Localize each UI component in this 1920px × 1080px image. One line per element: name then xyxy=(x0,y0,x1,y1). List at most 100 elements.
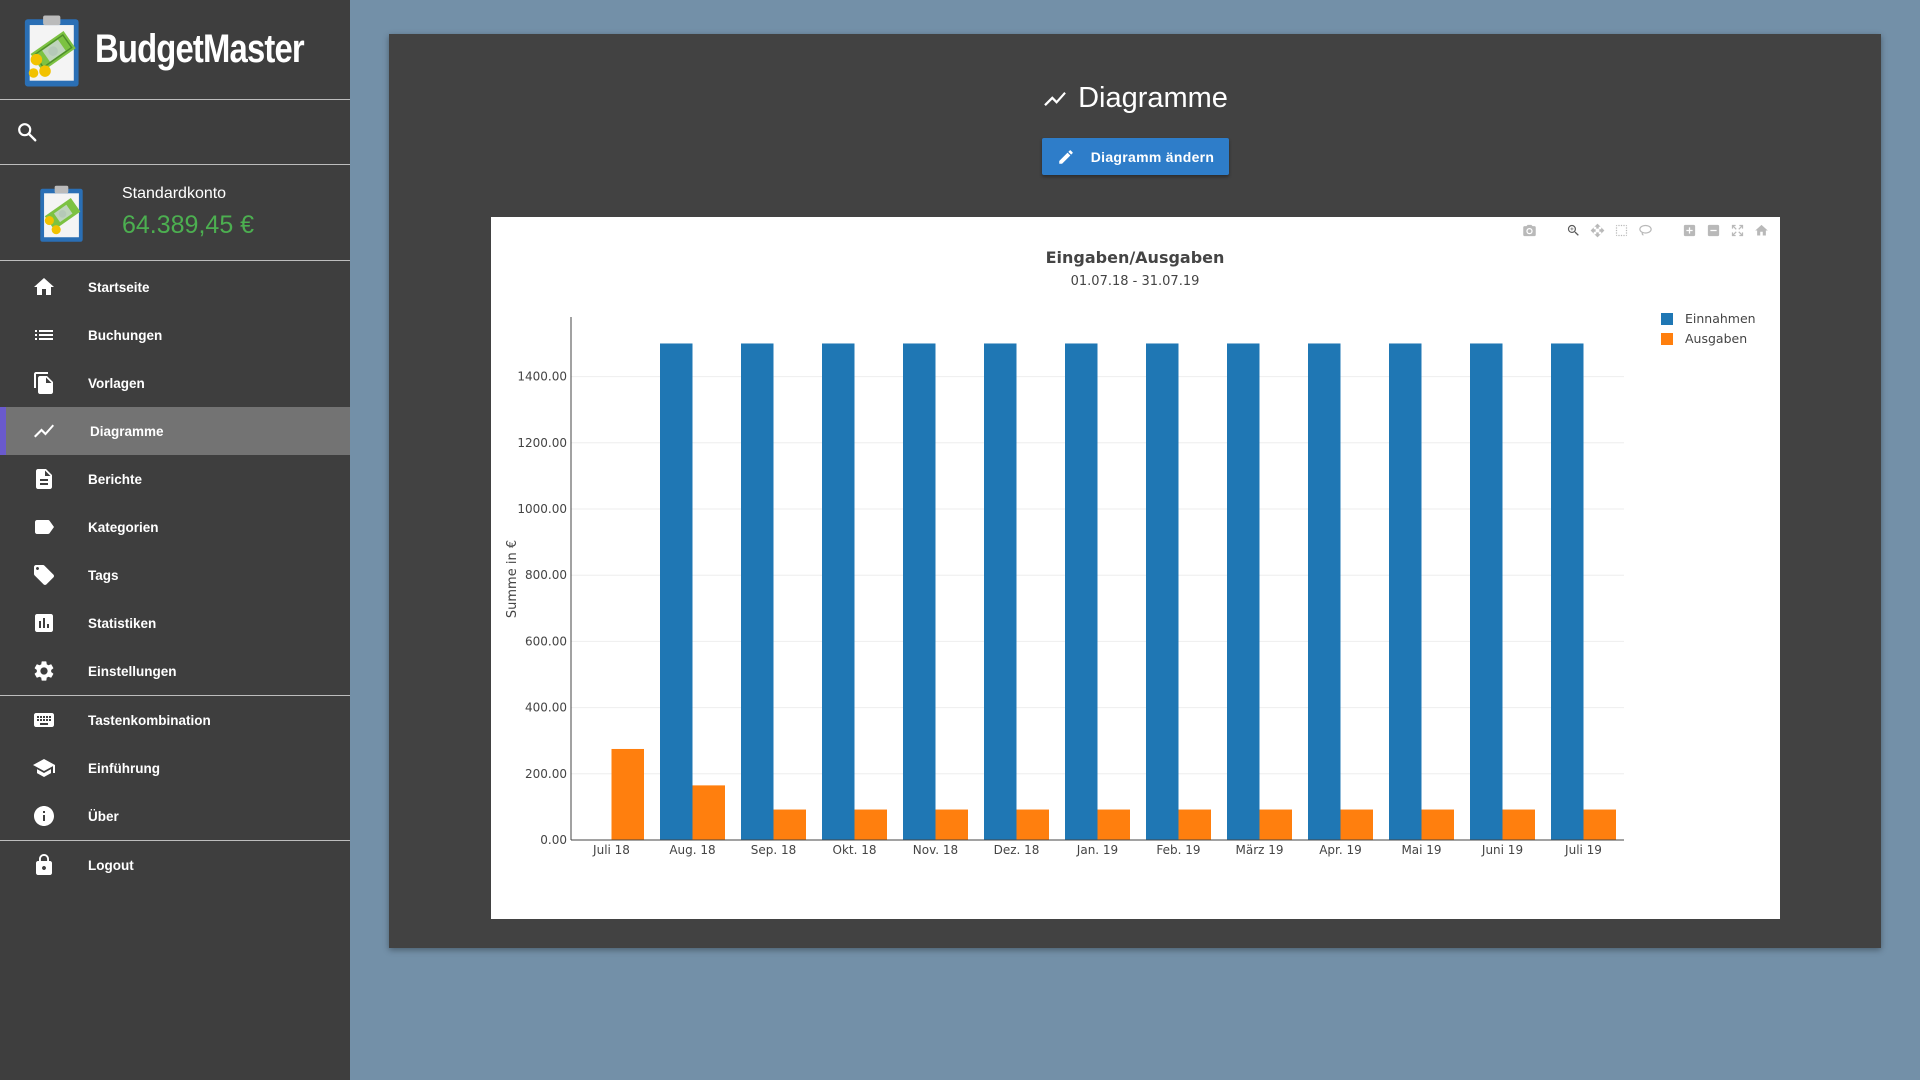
app-logo[interactable]: BudgetMaster xyxy=(0,0,350,100)
legend-label[interactable]: Einnahmen xyxy=(1685,311,1756,326)
chart-legend: Einnahmen Ausgaben xyxy=(1661,311,1756,346)
nav-label: Tags xyxy=(88,567,119,583)
help-navigation: Tastenkombination Einführung Über xyxy=(0,696,350,841)
bar-ausgaben[interactable] xyxy=(773,809,807,840)
bar-chart: Eingaben/Ausgaben 01.07.18 - 31.07.19 0.… xyxy=(505,248,1756,857)
x-tick-label: Feb. 19 xyxy=(1156,843,1200,857)
x-tick-label: Nov. 18 xyxy=(913,843,958,857)
x-tick-label: Jan. 19 xyxy=(1076,843,1118,857)
y-tick-label: 800.00 xyxy=(525,568,567,582)
nav-item-vorlagen[interactable]: Vorlagen xyxy=(0,359,350,407)
y-tick-label: 1000.00 xyxy=(517,502,567,516)
chart-line-icon xyxy=(1044,91,1066,106)
account-selector[interactable]: Standardkonto 64.389,45 € xyxy=(0,165,350,261)
legend-swatch[interactable] xyxy=(1661,313,1673,325)
stats-icon xyxy=(35,614,53,632)
zoom-out-icon[interactable] xyxy=(1704,221,1722,239)
y-tick-label: 600.00 xyxy=(525,634,567,648)
sidebar: BudgetMaster Standardkonto 64.389,45 € xyxy=(0,0,350,1080)
logout-navigation: Logout xyxy=(0,841,350,889)
legend-label[interactable]: Ausgaben xyxy=(1685,331,1747,346)
y-tick-label: 400.00 xyxy=(525,701,567,715)
bar-einnahmen[interactable] xyxy=(1227,343,1260,840)
chart-bars xyxy=(611,343,1617,840)
bar-einnahmen[interactable] xyxy=(984,343,1017,840)
page-title-text: Diagramme xyxy=(1078,82,1228,114)
nav-label: Kategorien xyxy=(88,519,159,535)
school-icon xyxy=(33,759,55,777)
main-navigation: Startseite Buchungen Vorlagen Diagramme … xyxy=(0,261,350,696)
list-icon xyxy=(35,330,53,340)
zoom-in-icon[interactable] xyxy=(1680,221,1698,239)
y-tick-label: 0.00 xyxy=(540,833,567,847)
account-balance: 64.389,45 € xyxy=(122,211,255,239)
box-select-icon[interactable] xyxy=(1612,221,1630,239)
zoom-icon[interactable] xyxy=(1564,221,1582,239)
bar-einnahmen[interactable] xyxy=(903,343,936,840)
search-toggle[interactable] xyxy=(0,100,350,165)
bar-ausgaben[interactable] xyxy=(1259,809,1293,840)
nav-label: Statistiken xyxy=(88,615,157,631)
y-tick-label: 200.00 xyxy=(525,767,567,781)
nav-label: Startseite xyxy=(88,279,150,295)
bar-ausgaben[interactable] xyxy=(935,809,969,840)
nav-item-statistiken[interactable]: Statistiken xyxy=(0,599,350,647)
account-icon xyxy=(40,185,83,242)
x-tick-label: Mai 19 xyxy=(1401,843,1441,857)
chart-y-ticks: 0.00 200.00 400.00 600.00 800.00 1000.00 1200.… xyxy=(517,370,567,847)
bar-ausgaben[interactable] xyxy=(1097,809,1131,840)
bar-ausgaben[interactable] xyxy=(611,748,645,840)
bar-ausgaben[interactable] xyxy=(692,785,726,840)
nav-item-ueber[interactable]: Über xyxy=(0,792,350,840)
bar-ausgaben[interactable] xyxy=(1502,809,1536,840)
y-tick-label: 1400.00 xyxy=(517,370,567,384)
account-name: Standardkonto xyxy=(122,185,227,202)
bar-einnahmen[interactable] xyxy=(822,343,855,840)
nav-item-startseite[interactable]: Startseite xyxy=(0,263,350,311)
bar-ausgaben[interactable] xyxy=(1421,809,1455,840)
bar-einnahmen[interactable] xyxy=(1470,343,1503,840)
nav-label: Einstellungen xyxy=(88,663,177,679)
y-tick-label: 1200.00 xyxy=(517,436,567,450)
nav-item-kategorien[interactable]: Kategorien xyxy=(0,503,350,551)
lasso-icon[interactable] xyxy=(1636,221,1654,239)
gear-icon xyxy=(34,661,54,681)
bar-einnahmen[interactable] xyxy=(1551,343,1584,840)
nav-item-buchungen[interactable]: Buchungen xyxy=(0,311,350,359)
bar-ausgaben[interactable] xyxy=(854,809,888,840)
bar-einnahmen[interactable] xyxy=(660,343,693,840)
nav-item-tastenkombination[interactable]: Tastenkombination xyxy=(0,696,350,744)
nav-label: Tastenkombination xyxy=(88,712,211,728)
bar-einnahmen[interactable] xyxy=(741,343,774,840)
bar-ausgaben[interactable] xyxy=(1583,809,1617,840)
bar-einnahmen[interactable] xyxy=(1146,343,1179,840)
copy-icon xyxy=(34,372,53,394)
app-name: BudgetMaster xyxy=(95,27,305,71)
chart-modebar xyxy=(1520,221,1770,239)
pan-icon[interactable] xyxy=(1588,221,1606,239)
camera-icon[interactable] xyxy=(1520,221,1538,239)
nav-item-einfuehrung[interactable]: Einführung xyxy=(0,744,350,792)
label-icon xyxy=(35,520,54,534)
x-tick-label: Juli 19 xyxy=(1564,843,1602,857)
nav-item-logout[interactable]: Logout xyxy=(0,841,350,889)
reset-home-icon[interactable] xyxy=(1752,221,1770,239)
bar-einnahmen[interactable] xyxy=(1065,343,1098,840)
edit-chart-button[interactable]: Diagramm ändern xyxy=(1042,138,1229,175)
lock-icon xyxy=(36,854,52,875)
x-tick-label: Aug. 18 xyxy=(669,843,715,857)
x-tick-label: Juli 18 xyxy=(592,843,630,857)
bar-ausgaben[interactable] xyxy=(1340,809,1374,840)
x-tick-label: März 19 xyxy=(1235,843,1283,857)
bar-ausgaben[interactable] xyxy=(1178,809,1212,840)
bar-einnahmen[interactable] xyxy=(1389,343,1422,840)
nav-item-diagramme[interactable]: Diagramme xyxy=(0,407,350,455)
nav-item-einstellungen[interactable]: Einstellungen xyxy=(0,647,350,695)
bar-ausgaben[interactable] xyxy=(1016,809,1050,840)
nav-item-tags[interactable]: Tags xyxy=(0,551,350,599)
legend-swatch[interactable] xyxy=(1661,333,1673,345)
bar-einnahmen[interactable] xyxy=(1308,343,1341,840)
nav-item-berichte[interactable]: Berichte xyxy=(0,455,350,503)
main-card: Diagramme Diagramm ändern Eingaben/Ausga… xyxy=(389,34,1881,948)
autoscale-icon[interactable] xyxy=(1728,221,1746,239)
